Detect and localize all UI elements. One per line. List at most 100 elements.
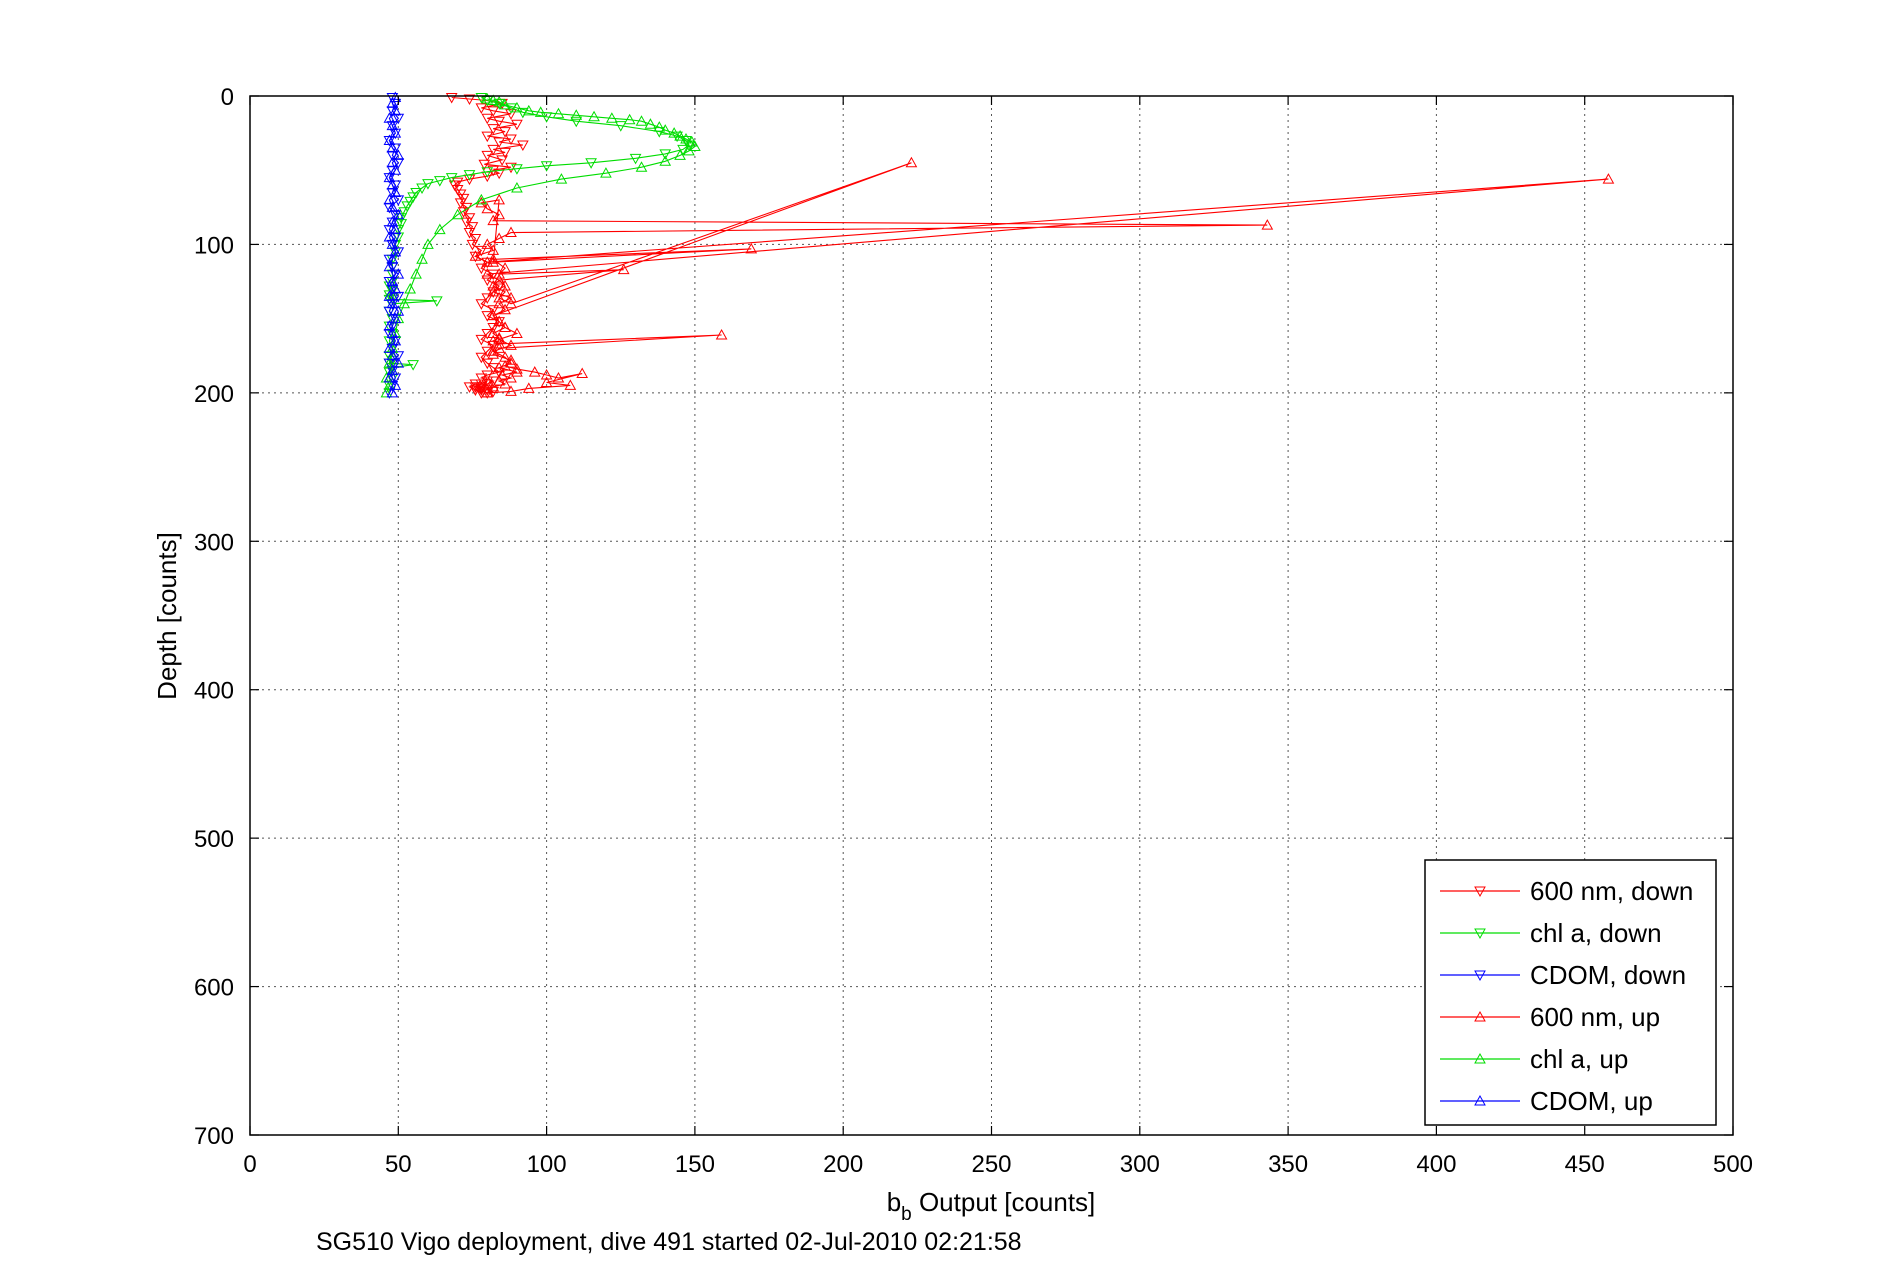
data-point xyxy=(395,219,408,230)
data-point xyxy=(487,144,500,156)
legend-box xyxy=(1424,859,1717,1126)
data-point xyxy=(499,127,511,138)
data-point xyxy=(505,339,517,350)
data-point xyxy=(1261,219,1274,230)
data-point xyxy=(677,144,689,156)
data-point xyxy=(499,285,511,297)
data-point xyxy=(487,253,500,264)
data-point xyxy=(487,348,500,359)
data-point xyxy=(623,113,636,125)
y-tick-label: 500 xyxy=(194,826,234,853)
data-point xyxy=(383,202,396,214)
data-point xyxy=(555,173,568,184)
data-point xyxy=(487,334,500,346)
data-point xyxy=(389,104,402,116)
data-point xyxy=(475,383,488,395)
data-point xyxy=(493,331,505,343)
data-point xyxy=(463,94,476,105)
data-point xyxy=(1602,173,1615,184)
data-point xyxy=(380,386,393,398)
data-point xyxy=(407,360,419,371)
data-point xyxy=(383,112,396,123)
data-point xyxy=(499,262,511,273)
data-point xyxy=(493,98,505,110)
data-point xyxy=(389,127,402,138)
data-point xyxy=(392,268,405,279)
data-point xyxy=(493,168,505,180)
data-point xyxy=(481,293,494,304)
data-point xyxy=(475,196,488,208)
data-point xyxy=(466,222,479,233)
legend-entry: CDOM, down xyxy=(1530,960,1686,990)
data-point xyxy=(392,113,405,125)
data-point xyxy=(493,337,505,349)
data-point xyxy=(386,216,399,227)
data-point xyxy=(493,116,505,128)
data-point xyxy=(505,297,517,309)
data-point xyxy=(383,357,396,368)
data-point xyxy=(570,116,583,128)
legend-entry: chl a, down xyxy=(1530,918,1662,948)
data-point xyxy=(469,250,482,261)
data-point xyxy=(475,263,488,275)
data-point xyxy=(659,124,672,135)
data-point xyxy=(475,245,488,257)
data-point xyxy=(496,369,508,380)
data-point xyxy=(659,149,672,160)
data-point xyxy=(475,103,488,114)
data-point xyxy=(389,186,402,197)
data-point xyxy=(383,379,396,390)
y-axis-label: Depth [counts] xyxy=(152,532,182,700)
data-point xyxy=(493,315,505,327)
data-point xyxy=(487,285,500,297)
data-point xyxy=(392,208,405,220)
data-point xyxy=(469,385,482,396)
data-point xyxy=(487,256,500,267)
data-point xyxy=(386,275,399,287)
data-point xyxy=(383,320,396,331)
data-point xyxy=(451,208,464,220)
data-point xyxy=(422,238,434,249)
data-point xyxy=(481,268,494,279)
data-point xyxy=(511,363,523,374)
x-tick-label: 200 xyxy=(823,1151,863,1178)
data-point xyxy=(644,118,657,129)
data-point xyxy=(493,291,505,303)
legend-entry: 600 nm, down xyxy=(1530,876,1693,906)
data-point xyxy=(383,260,396,272)
series-5 xyxy=(383,91,405,398)
data-point xyxy=(392,247,405,258)
data-point xyxy=(383,342,396,353)
data-point xyxy=(493,274,505,285)
legend: 600 nm, down chl a, down CDOM, down 600 nm,… xyxy=(1424,859,1717,1126)
data-point xyxy=(499,147,511,159)
data-point xyxy=(745,242,758,254)
data-point xyxy=(386,386,399,398)
data-point xyxy=(635,115,648,126)
data-point xyxy=(540,369,553,380)
data-point xyxy=(576,367,589,379)
data-point xyxy=(540,376,553,387)
y-tick-label: 0 xyxy=(221,84,234,111)
x-tick-label: 250 xyxy=(971,1151,1011,1178)
data-point xyxy=(617,263,630,275)
data-point xyxy=(540,161,553,172)
data-point xyxy=(433,223,446,235)
data-point xyxy=(463,170,476,181)
data-point xyxy=(505,385,517,396)
data-point xyxy=(445,92,458,104)
data-point xyxy=(552,107,565,119)
data-point xyxy=(629,153,642,165)
data-point xyxy=(398,207,411,218)
data-point xyxy=(475,382,488,393)
data-point xyxy=(469,233,482,245)
data-point xyxy=(481,386,494,398)
series-line xyxy=(473,162,1609,394)
data-point xyxy=(493,208,505,220)
data-point xyxy=(383,193,396,205)
x-tick-label: 100 xyxy=(527,1151,567,1178)
legend-entry: CDOM, up xyxy=(1530,1086,1653,1116)
data-point xyxy=(383,171,396,183)
data-point xyxy=(481,113,494,125)
